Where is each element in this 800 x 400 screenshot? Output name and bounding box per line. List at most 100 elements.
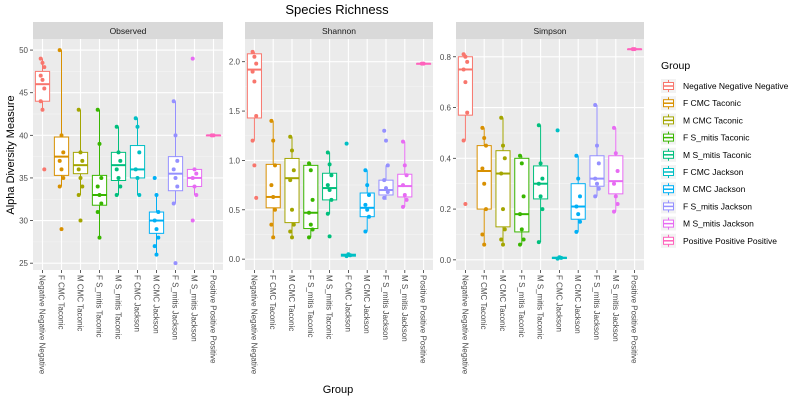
data-point bbox=[574, 153, 579, 158]
data-point bbox=[518, 242, 522, 247]
data-point bbox=[327, 234, 332, 239]
data-point bbox=[519, 227, 524, 232]
x-tick-label: Negative Negative Negative bbox=[249, 275, 258, 375]
data-point bbox=[404, 197, 409, 202]
data-point bbox=[482, 181, 487, 186]
legend-entry: F S_mitis Taconic bbox=[661, 130, 750, 145]
data-point bbox=[519, 161, 524, 166]
y-tick-label: 0.6 bbox=[440, 104, 452, 113]
data-point bbox=[194, 192, 199, 197]
y-tick-label: 0.5 bbox=[229, 206, 241, 215]
data-point bbox=[194, 171, 199, 176]
data-point bbox=[288, 134, 293, 139]
data-point bbox=[596, 161, 601, 166]
data-point bbox=[385, 190, 390, 195]
legend-entry: M S_mitis Taconic bbox=[661, 147, 752, 162]
data-point bbox=[518, 153, 522, 158]
data-point bbox=[578, 219, 582, 224]
y-tick-label: 25 bbox=[19, 259, 28, 268]
box-iqr bbox=[129, 145, 146, 179]
box-1 bbox=[53, 48, 70, 232]
y-tick-label: 0.8 bbox=[440, 53, 452, 62]
data-point bbox=[612, 125, 616, 130]
data-point bbox=[538, 194, 543, 199]
data-point bbox=[463, 202, 468, 206]
data-point bbox=[76, 192, 81, 197]
data-point bbox=[463, 54, 468, 59]
data-point bbox=[461, 67, 466, 72]
x-tick-label: F S_mitis Taconic bbox=[95, 275, 104, 338]
data-point bbox=[291, 168, 296, 173]
y-tick-label: 45 bbox=[19, 89, 28, 98]
data-point bbox=[329, 197, 334, 202]
data-point bbox=[171, 167, 176, 172]
data-point bbox=[363, 229, 368, 234]
data-point bbox=[114, 124, 119, 129]
box-3 bbox=[303, 161, 319, 240]
x-tick-label: F CMC Taconic bbox=[268, 275, 277, 330]
x-tick-label: F S_mitis Taconic bbox=[306, 275, 315, 338]
x-tick-label: F CMC Jackson bbox=[554, 275, 563, 332]
x-tick-label: Negative Negative Negative bbox=[38, 275, 47, 375]
legend-entry: F CMC Jackson bbox=[661, 165, 744, 179]
data-point bbox=[499, 237, 504, 242]
panel-simpson: Simpson 0.0 0.2 0.4 0.6 0.8 Negative Negative … bbox=[440, 22, 644, 375]
data-point bbox=[97, 235, 102, 240]
data-point bbox=[461, 138, 466, 143]
x-tick-label: F S_mitis Jackson bbox=[171, 275, 180, 340]
y-tick-label: 1.0 bbox=[229, 156, 241, 165]
data-point bbox=[521, 194, 526, 199]
data-point bbox=[404, 173, 409, 178]
data-point bbox=[57, 48, 62, 53]
box-iqr bbox=[457, 56, 473, 116]
box-2 bbox=[495, 115, 511, 247]
data-point bbox=[190, 56, 195, 61]
facet-strip bbox=[33, 22, 223, 39]
data-point bbox=[95, 184, 100, 189]
data-point bbox=[521, 237, 526, 242]
data-point bbox=[401, 139, 405, 144]
y-tick-label: 40 bbox=[19, 131, 28, 140]
data-point bbox=[254, 114, 259, 118]
x-axis-label: Group bbox=[323, 384, 354, 396]
data-point bbox=[536, 123, 541, 128]
data-point bbox=[156, 210, 161, 215]
box-3 bbox=[91, 107, 108, 240]
legend-label: F S_mitis Taconic bbox=[683, 133, 750, 143]
chart-title: Species Richness bbox=[285, 2, 389, 17]
data-point bbox=[595, 143, 599, 148]
data-point bbox=[593, 176, 598, 181]
x-tick-label: M S_mitis Jackson bbox=[400, 275, 409, 342]
data-point bbox=[288, 178, 293, 183]
data-point bbox=[307, 210, 311, 215]
data-point bbox=[40, 107, 45, 112]
y-tick-label: 0.2 bbox=[440, 205, 452, 214]
data-point bbox=[80, 184, 85, 189]
x-tick-label: M CMC Taconic bbox=[287, 275, 296, 331]
data-point bbox=[76, 167, 81, 172]
data-point bbox=[536, 240, 541, 245]
data-point bbox=[327, 188, 332, 193]
y-tick-label: 30 bbox=[19, 217, 28, 226]
data-point bbox=[344, 254, 349, 259]
x-tick-label: M S_mitis Taconic bbox=[325, 275, 334, 339]
data-point bbox=[42, 167, 47, 172]
data-point bbox=[555, 256, 560, 261]
data-point bbox=[329, 173, 334, 178]
data-point bbox=[61, 150, 66, 155]
y-tick-label: 0.0 bbox=[229, 255, 241, 264]
legend-entry: M CMC Jackson bbox=[661, 182, 746, 197]
data-point bbox=[269, 118, 274, 123]
data-point bbox=[480, 232, 485, 237]
data-point bbox=[484, 143, 488, 148]
panel-background bbox=[245, 39, 433, 270]
data-point bbox=[271, 235, 276, 240]
data-point bbox=[152, 218, 157, 223]
legend-entry: Negative Negative Negative bbox=[661, 79, 789, 93]
box-iqr bbox=[533, 165, 549, 200]
data-point bbox=[482, 136, 487, 140]
data-point bbox=[501, 207, 505, 212]
data-point bbox=[540, 176, 545, 181]
data-point bbox=[290, 235, 294, 240]
box-9 bbox=[416, 61, 432, 66]
